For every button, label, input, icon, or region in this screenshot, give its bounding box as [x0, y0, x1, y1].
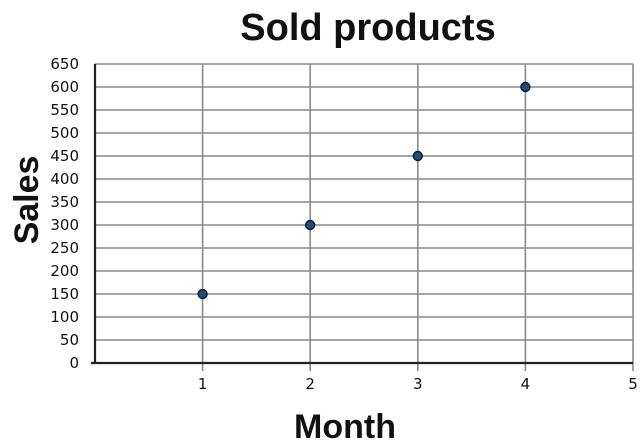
data-points — [197, 81, 531, 300]
y-tick-500: 500 — [50, 124, 79, 142]
x-tick-labels: 1 2 3 4 5 — [198, 375, 638, 393]
y-tick-600: 600 — [50, 78, 79, 96]
x-axis-label: Month — [294, 408, 396, 442]
y-tick-450: 450 — [50, 147, 79, 165]
y-tick-350: 350 — [50, 193, 79, 211]
x-tick-3: 3 — [413, 375, 423, 393]
x-tick-4: 4 — [521, 375, 531, 393]
y-tick-200: 200 — [50, 262, 79, 280]
y-tick-650: 650 — [50, 55, 79, 73]
axes — [91, 64, 633, 365]
x-tick-5: 5 — [628, 375, 638, 393]
data-point-3 — [412, 150, 423, 162]
y-axis-label: Sales — [8, 156, 46, 245]
y-tick-0: 0 — [69, 354, 79, 372]
chart-title: Sold products — [240, 7, 495, 49]
y-tick-100: 100 — [50, 308, 79, 326]
y-tick-labels: 0 50 100 150 200 250 300 350 400 450 500 550 600 650 — [50, 55, 79, 372]
data-point-2 — [305, 219, 316, 231]
y-tick-550: 550 — [50, 101, 79, 119]
y-tick-400: 400 — [50, 170, 79, 188]
grid-lines — [95, 63, 634, 371]
y-tick-150: 150 — [50, 285, 79, 303]
x-tick-1: 1 — [198, 375, 208, 393]
y-tick-50: 50 — [60, 331, 79, 349]
data-point-1 — [197, 288, 208, 300]
y-tick-250: 250 — [50, 239, 79, 257]
x-tick-2: 2 — [305, 375, 315, 393]
data-point-4 — [520, 81, 531, 93]
y-tick-300: 300 — [50, 216, 79, 234]
